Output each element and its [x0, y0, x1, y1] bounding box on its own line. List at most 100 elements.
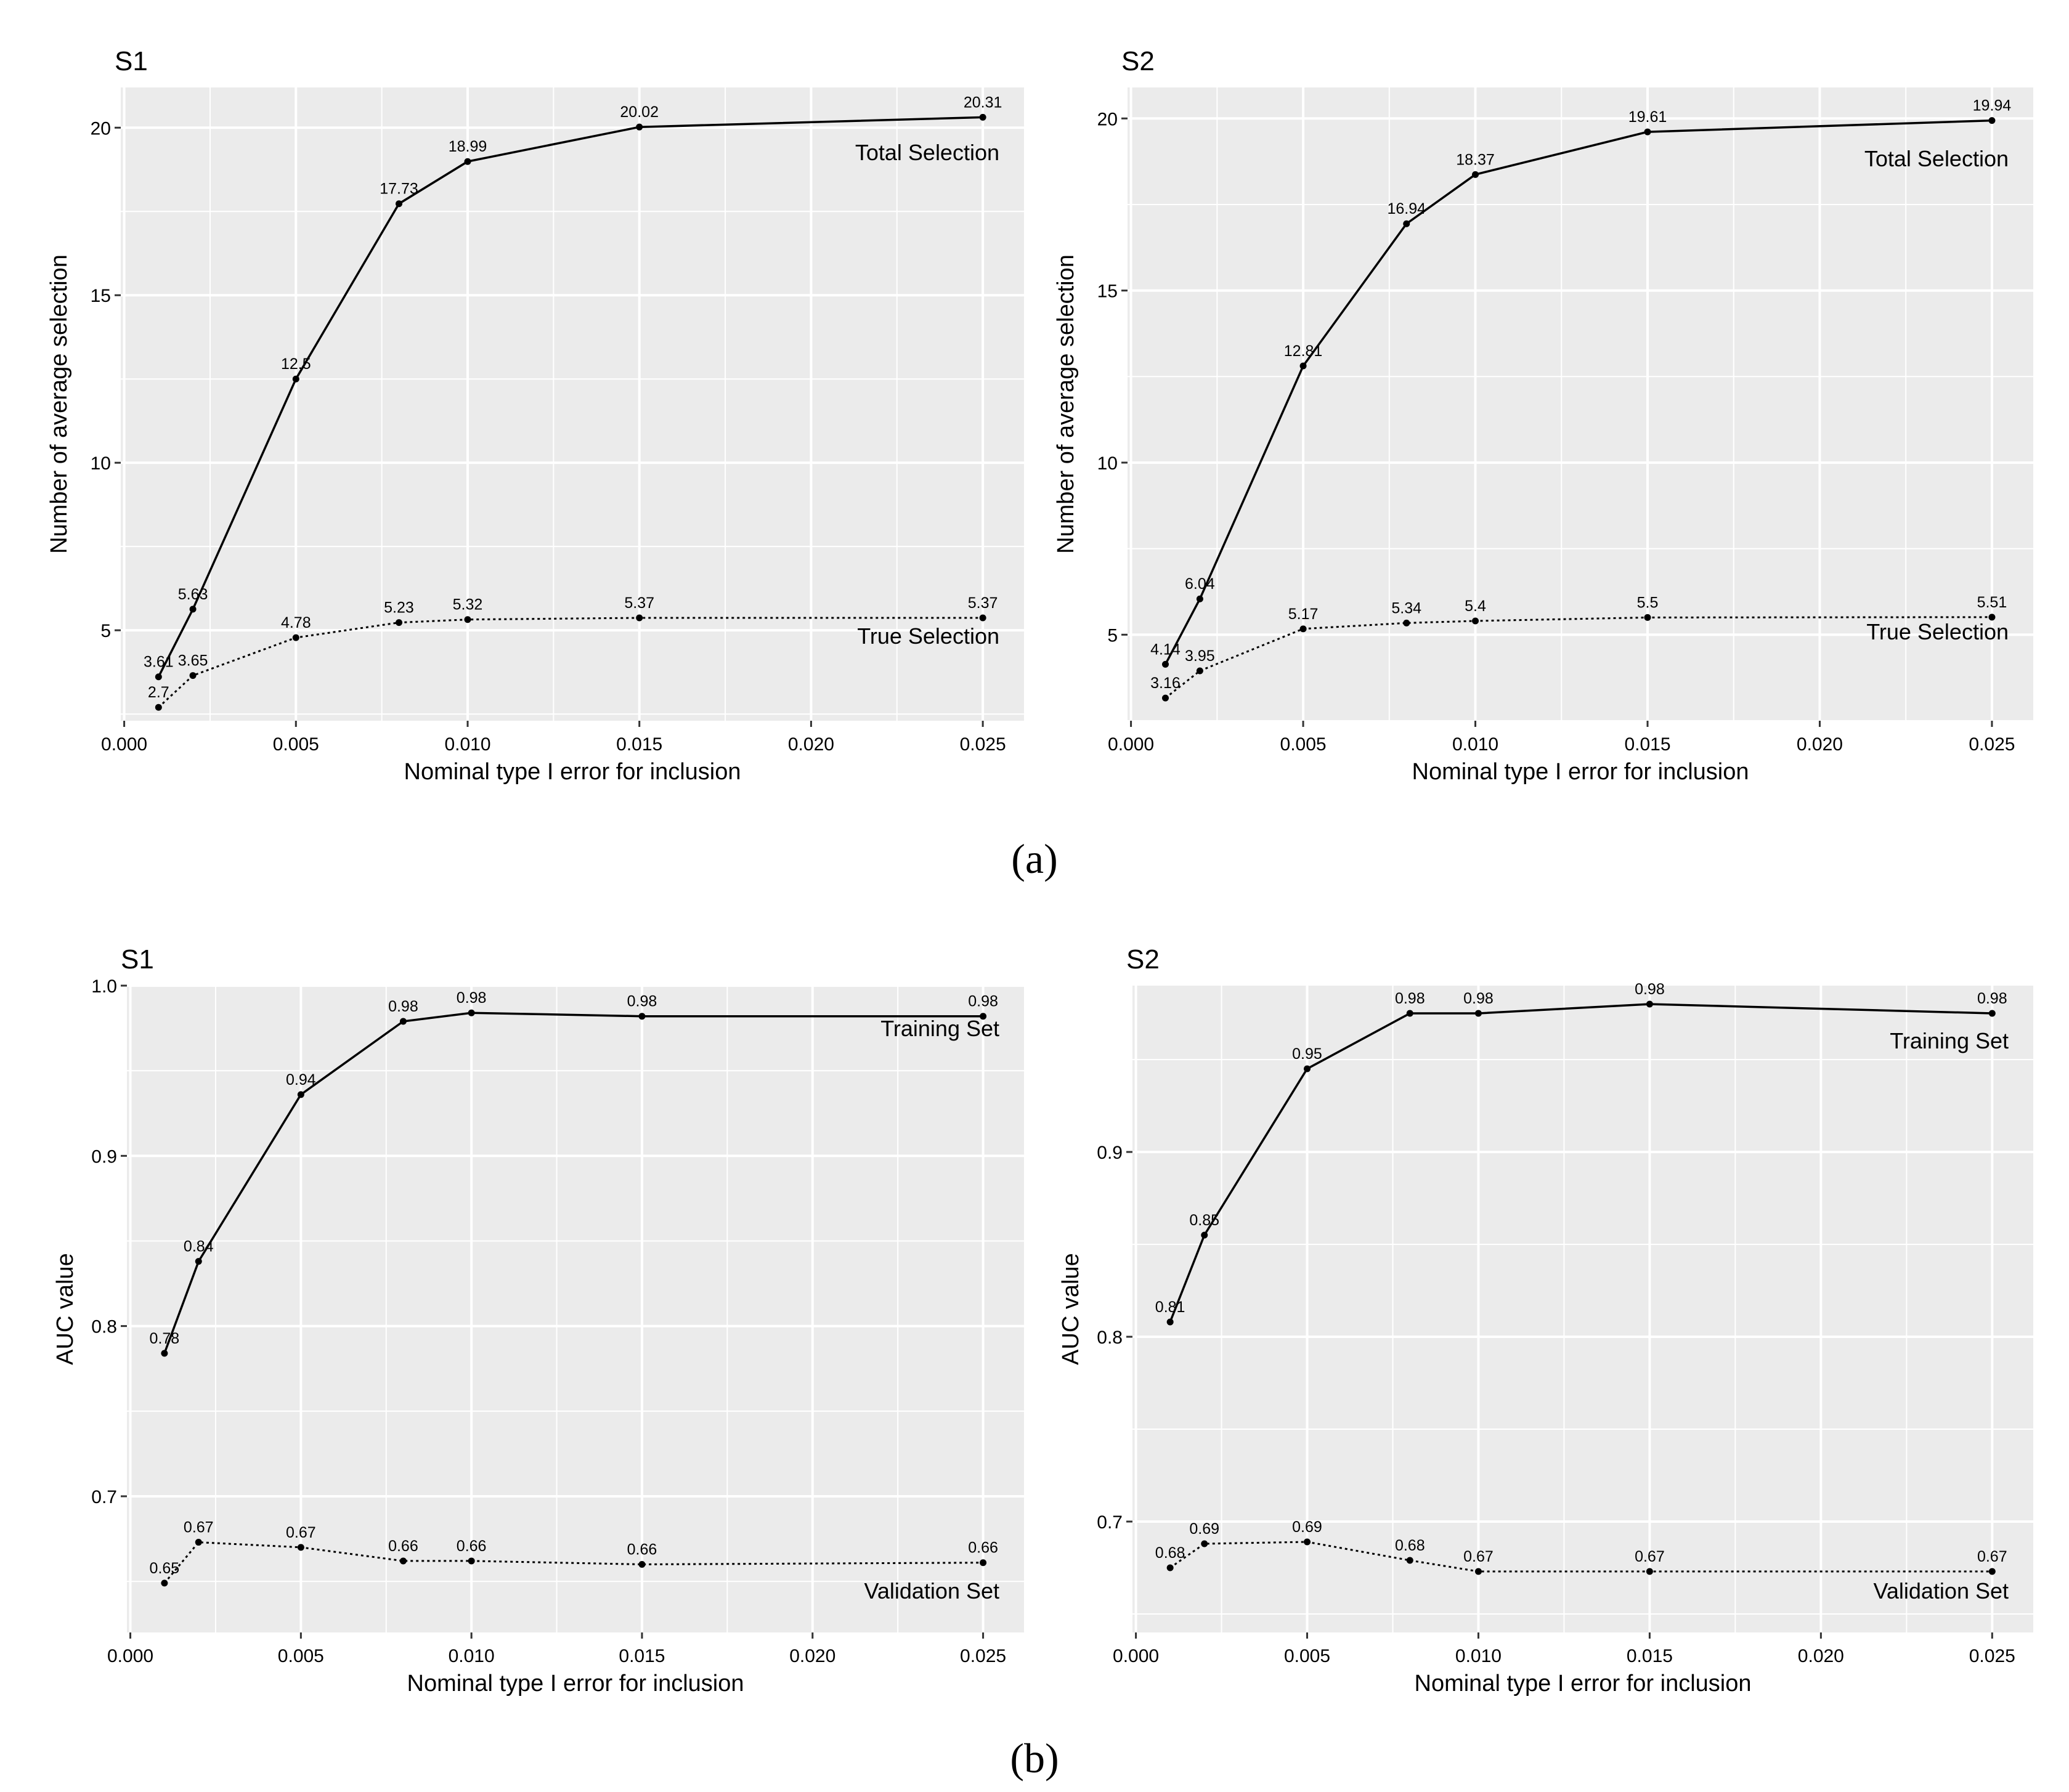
data-label: 0.67	[286, 1524, 316, 1541]
y-tick-label: 20	[1097, 109, 1118, 129]
data-label: 17.73	[380, 180, 418, 198]
series-annotation: Validation Set	[864, 1578, 999, 1603]
x-tick-label: 0.015	[1627, 1646, 1673, 1666]
y-axis-label: AUC value	[1058, 1253, 1084, 1365]
data-label: 0.84	[184, 1238, 214, 1255]
data-point	[979, 113, 986, 121]
data-label: 0.85	[1189, 1212, 1219, 1229]
data-point	[1304, 1065, 1311, 1072]
data-label: 5.5	[1637, 594, 1659, 611]
data-point	[195, 1258, 202, 1265]
data-label: 0.68	[1155, 1544, 1185, 1562]
data-point	[161, 1350, 168, 1357]
data-label: 0.66	[627, 1541, 657, 1558]
data-point	[636, 123, 643, 131]
data-label: 12.81	[1284, 343, 1323, 360]
data-label: 5.23	[384, 599, 414, 617]
data-point	[1161, 694, 1169, 702]
data-label: 5.37	[624, 594, 654, 612]
x-axis-label: Nominal type I error for inclusion	[407, 1671, 744, 1697]
y-axis-label: Number of average selection	[1055, 254, 1079, 554]
x-tick-label: 0.010	[444, 734, 490, 755]
data-point	[396, 619, 403, 626]
y-tick-label: 15	[91, 286, 111, 306]
panel-title: S1	[121, 944, 154, 975]
data-point	[1988, 1010, 1996, 1017]
data-label: 5.37	[968, 594, 998, 612]
x-tick-label: 0.025	[960, 734, 1006, 755]
data-point	[468, 1009, 475, 1016]
data-label: 0.66	[968, 1539, 998, 1557]
x-tick-label: 0.000	[1108, 734, 1154, 755]
chart-panel-b-s1: 0.000 0.005 0.010 0.015 0.020 0.025 0.7 0.8 0.9 1…	[52, 944, 1024, 1697]
data-label: 3.65	[178, 652, 208, 670]
data-point	[1988, 614, 1996, 621]
data-point	[1299, 362, 1307, 370]
data-point	[1201, 1231, 1208, 1239]
data-point	[636, 614, 643, 622]
data-label: 0.66	[388, 1538, 418, 1555]
data-label: 3.61	[144, 654, 174, 671]
data-point	[161, 1579, 168, 1587]
series-annotation: True Selection	[857, 623, 999, 649]
x-tick-label: 0.000	[1113, 1646, 1159, 1666]
data-point	[1472, 617, 1479, 625]
data-label: 5.34	[1391, 599, 1421, 617]
data-point	[396, 200, 403, 208]
data-label: 0.98	[457, 989, 487, 1007]
x-tick-label: 0.005	[278, 1646, 324, 1666]
data-label: 4.14	[1150, 641, 1181, 658]
x-axis-label: Nominal type I error for inclusion	[1412, 759, 1749, 785]
data-label: 0.98	[388, 998, 418, 1015]
data-point	[1299, 625, 1307, 633]
data-point	[1988, 117, 1996, 124]
data-label: 19.61	[1628, 108, 1667, 126]
x-tick-label: 0.010	[1452, 734, 1498, 755]
data-label: 20.31	[964, 94, 1002, 111]
data-label: 0.98	[1635, 981, 1665, 998]
plot-background	[127, 986, 1024, 1632]
data-label: 6.04	[1185, 575, 1215, 593]
x-axis-label: Nominal type I error for inclusion	[404, 759, 741, 785]
data-label: 3.95	[1185, 647, 1215, 665]
data-point	[638, 1560, 646, 1568]
data-point	[979, 614, 986, 622]
x-tick-label: 0.020	[1798, 1646, 1844, 1666]
data-point	[1472, 171, 1479, 178]
data-point	[464, 158, 471, 165]
y-tick-label: 0.9	[1097, 1143, 1123, 1163]
data-label: 5.63	[178, 586, 208, 603]
data-label: 5.17	[1288, 606, 1319, 623]
data-label: 12.5	[281, 355, 311, 373]
plot-background	[1128, 87, 2033, 721]
data-point	[1474, 1568, 1482, 1575]
data-point	[297, 1544, 304, 1551]
chart-panel-b-s2: 0.000 0.005 0.010 0.015 0.020 0.025 0.7 0.8 0.9 S…	[1058, 944, 2033, 1697]
data-point	[1304, 1538, 1311, 1546]
y-tick-label: 10	[1097, 453, 1118, 474]
data-point	[980, 1559, 987, 1567]
data-point	[1403, 220, 1410, 227]
data-point	[155, 673, 162, 681]
panel-title: S1	[115, 46, 148, 76]
data-label: 0.69	[1189, 1520, 1219, 1538]
data-point	[638, 1013, 646, 1020]
chart-panel-a-s2: 0.000 0.005 0.010 0.015 0.020 0.025 5 10 15 20 S2 N…	[1055, 46, 2033, 785]
y-tick-label: 5	[1107, 625, 1118, 646]
x-tick-label: 0.000	[101, 734, 147, 755]
data-point	[1196, 667, 1203, 675]
data-point	[1474, 1010, 1482, 1017]
y-tick-label: 5	[100, 621, 111, 641]
x-tick-label: 0.000	[107, 1646, 153, 1666]
y-tick-label: 0.7	[1097, 1512, 1123, 1533]
data-point	[1166, 1564, 1174, 1571]
data-label: 0.98	[968, 993, 998, 1010]
data-point	[1166, 1318, 1174, 1326]
y-tick-label: 0.8	[91, 1317, 117, 1337]
data-label: 0.98	[1463, 990, 1494, 1007]
series-annotation: Validation Set	[1874, 1578, 2009, 1603]
data-point	[1201, 1540, 1208, 1547]
x-tick-label: 0.010	[449, 1646, 495, 1666]
data-point	[1646, 1568, 1653, 1575]
x-tick-label: 0.015	[616, 734, 662, 755]
